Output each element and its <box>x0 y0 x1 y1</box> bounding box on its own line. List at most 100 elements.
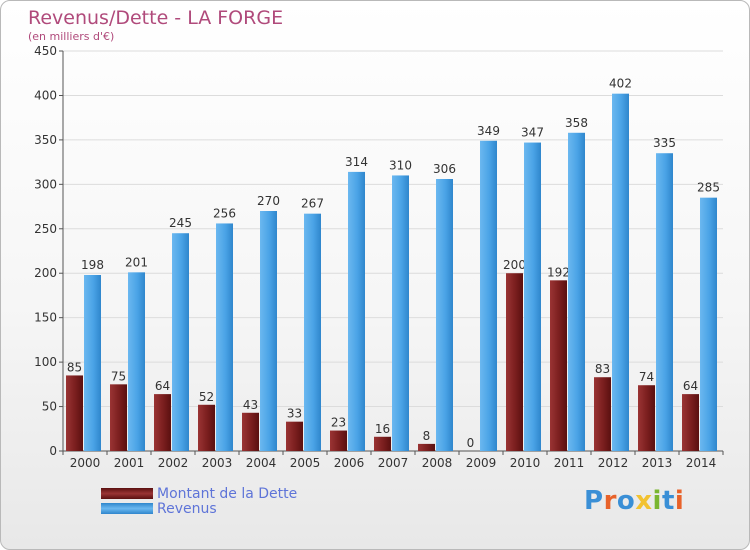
data-label-revenue: 267 <box>301 197 324 211</box>
y-tick-label: 250 <box>34 222 57 236</box>
bar-debt <box>154 394 171 451</box>
x-tick-label: 2003 <box>202 456 233 470</box>
chart-subtitle: (en milliers d'€) <box>28 30 115 43</box>
bar-debt <box>594 377 611 451</box>
x-tick-label: 2010 <box>510 456 541 470</box>
x-tick-label: 2007 <box>378 456 409 470</box>
data-label-debt: 83 <box>595 362 610 376</box>
legend-item-revenue: Revenus <box>101 500 297 517</box>
bar-revenue <box>700 197 717 451</box>
data-label-revenue: 306 <box>433 162 456 176</box>
y-tick-label: 0 <box>49 444 57 458</box>
bar-debt <box>242 412 259 451</box>
bar-revenue <box>612 93 629 452</box>
bar-debt <box>418 443 435 451</box>
chart-title: Revenus/Dette - LA FORGE <box>28 7 284 29</box>
x-tick-label: 2006 <box>334 456 365 470</box>
x-tick-label: 2014 <box>686 456 717 470</box>
bar-revenue <box>260 211 277 451</box>
y-tick-label: 100 <box>34 355 57 369</box>
data-label-revenue: 402 <box>609 77 632 91</box>
data-label-debt: 85 <box>67 360 82 374</box>
y-tick-label: 200 <box>34 266 57 280</box>
data-label-revenue: 314 <box>345 155 368 169</box>
bar-revenue <box>216 223 233 451</box>
bar-debt <box>638 385 655 451</box>
y-tick-label: 300 <box>34 177 57 191</box>
y-tick-label: 350 <box>34 133 57 147</box>
bar-debt <box>550 280 567 451</box>
data-label-debt: 52 <box>199 390 214 404</box>
legend: Montant de la Dette Revenus <box>101 485 298 517</box>
x-tick-label: 2009 <box>466 456 497 470</box>
data-label-debt: 64 <box>683 379 698 393</box>
data-label-debt: 200 <box>503 258 526 272</box>
bar-debt <box>286 421 303 451</box>
data-label-revenue: 347 <box>521 126 544 140</box>
data-label-debt: 192 <box>547 265 570 279</box>
bar-revenue <box>348 171 365 451</box>
data-label-revenue: 285 <box>697 181 720 195</box>
logo-letter: P <box>584 486 604 516</box>
legend-swatch-revenue <box>101 503 153 514</box>
bar-debt <box>198 404 215 451</box>
bar-revenue <box>568 132 585 451</box>
logo-letter: o <box>616 486 636 516</box>
y-tick-label: 50 <box>42 400 57 414</box>
legend-swatch-debt <box>101 488 153 499</box>
bar-debt <box>66 375 83 451</box>
bar-debt <box>110 384 127 451</box>
x-tick-label: 2013 <box>642 456 673 470</box>
data-label-debt: 23 <box>331 416 346 430</box>
legend-label-revenue: Revenus <box>157 500 217 517</box>
y-tick-label: 400 <box>34 88 57 102</box>
bar-revenue <box>436 179 453 451</box>
data-label-debt: 75 <box>111 369 126 383</box>
data-label-revenue: 198 <box>81 258 104 272</box>
legend-item-debt: Montant de la Dette <box>101 485 298 502</box>
y-tick-label: 450 <box>34 44 57 58</box>
logo-letter: i <box>652 486 662 516</box>
data-label-revenue: 335 <box>653 136 676 150</box>
x-tick-label: 2002 <box>158 456 189 470</box>
bar-debt <box>682 394 699 451</box>
x-tick-label: 2011 <box>554 456 585 470</box>
bar-revenue <box>524 142 541 452</box>
x-tick-label: 2001 <box>114 456 145 470</box>
proxiti-logo: Proxiti <box>584 486 684 516</box>
bar-revenue <box>84 275 101 451</box>
data-label-revenue: 270 <box>257 194 280 208</box>
logo-letter: x <box>635 486 653 516</box>
data-label-revenue: 310 <box>389 158 412 172</box>
data-label-debt: 0 <box>467 436 475 450</box>
data-label-debt: 74 <box>639 370 654 384</box>
data-label-revenue: 201 <box>125 255 148 269</box>
y-tick-label: 150 <box>34 311 57 325</box>
bar-debt <box>374 436 391 451</box>
x-tick-label: 2008 <box>422 456 453 470</box>
bar-revenue <box>392 175 409 451</box>
data-label-debt: 43 <box>243 398 258 412</box>
x-tick-label: 2005 <box>290 456 321 470</box>
bar-revenue <box>656 153 673 451</box>
bar-debt <box>330 430 347 451</box>
x-tick-label: 2012 <box>598 456 629 470</box>
data-label-revenue: 245 <box>169 216 192 230</box>
data-label-revenue: 349 <box>477 124 500 138</box>
data-label-debt: 33 <box>287 407 302 421</box>
x-tick-label: 2000 <box>70 456 101 470</box>
legend-label-debt: Montant de la Dette <box>157 485 298 502</box>
data-label-debt: 64 <box>155 379 170 393</box>
logo-letter: r <box>603 486 617 516</box>
data-label-debt: 16 <box>375 422 390 436</box>
x-tick-label: 2004 <box>246 456 277 470</box>
logo-letter: t <box>661 486 675 516</box>
bar-revenue <box>128 272 145 451</box>
bar-revenue <box>480 140 497 451</box>
logo-letter: i <box>674 486 685 516</box>
data-label-revenue: 256 <box>213 206 236 220</box>
data-label-revenue: 358 <box>565 116 588 130</box>
data-label-debt: 8 <box>423 429 431 443</box>
